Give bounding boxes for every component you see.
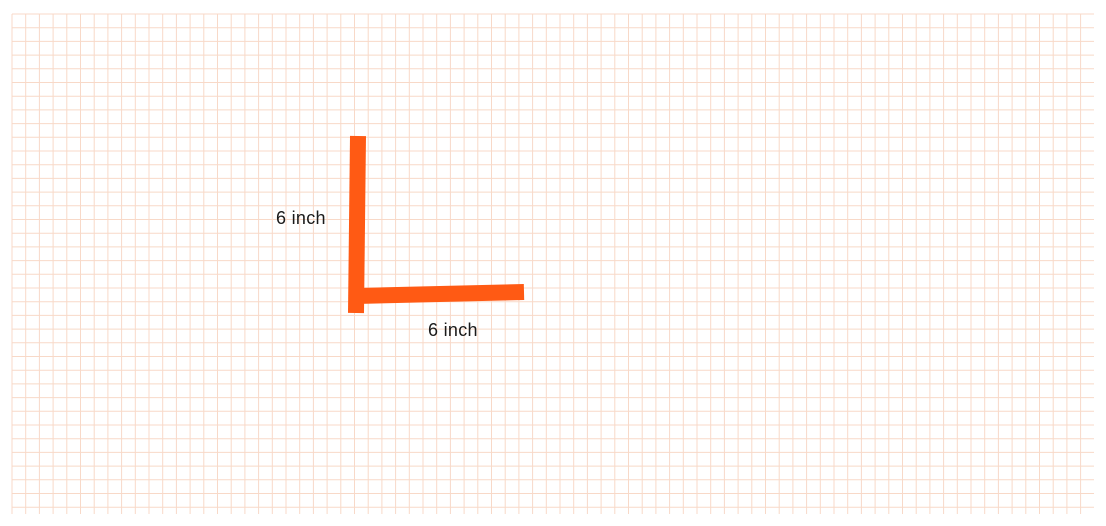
vertical-length-label: 6 inch <box>276 208 326 228</box>
graph-paper-grid <box>11 13 1094 514</box>
horizontal-segment <box>355 284 525 304</box>
horizontal-length-label: 6 inch <box>428 320 478 340</box>
vertical-segment <box>348 135 366 314</box>
